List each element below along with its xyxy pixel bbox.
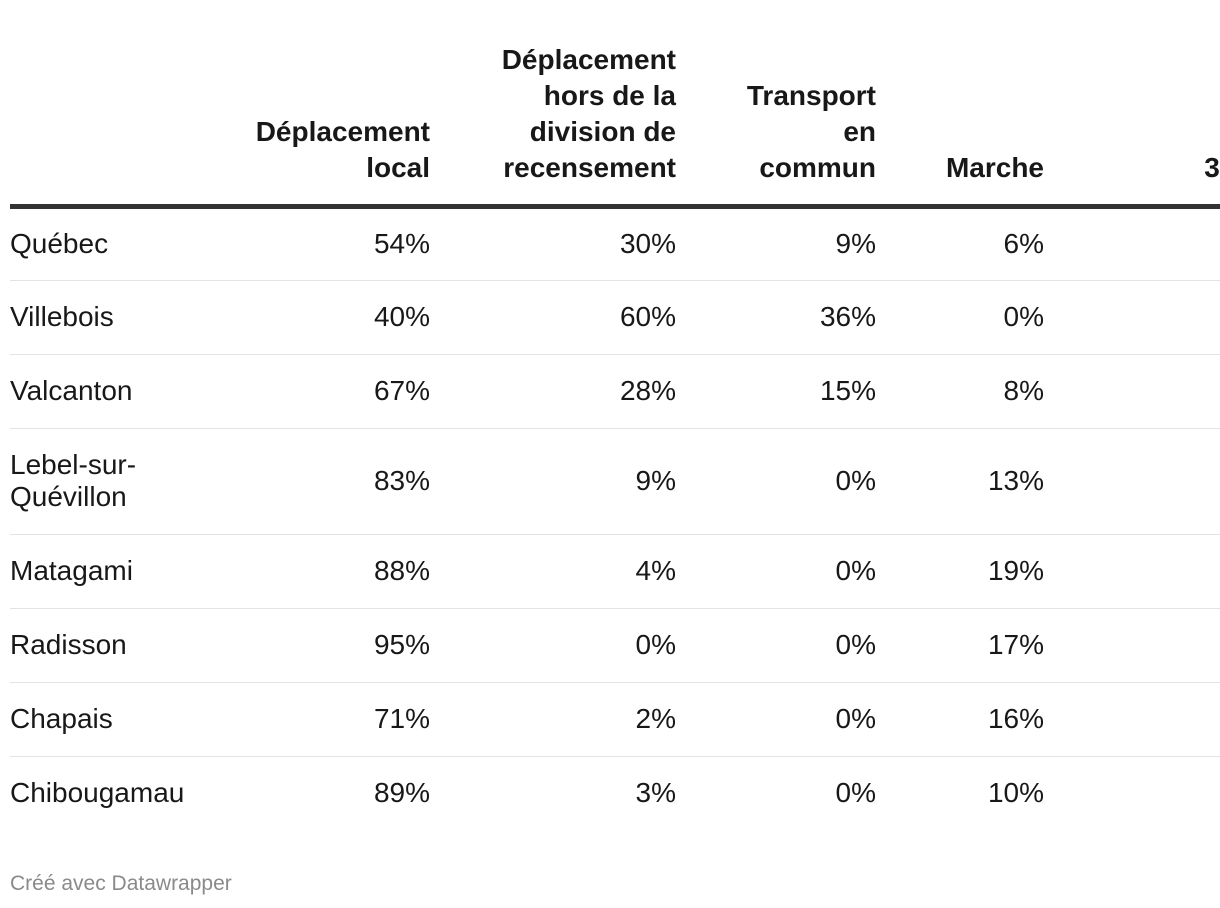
table-cell: 54% (180, 206, 430, 281)
table-cell (1044, 756, 1220, 830)
table-cell: 88% (180, 534, 430, 609)
table-cell (1044, 428, 1220, 535)
column-header-line: 30 minu (1204, 151, 1220, 183)
table-cell: 2% (430, 682, 676, 757)
column-header-hors-division: Déplacement hors de la division de recensem… (430, 0, 676, 209)
row-label-line: Quévillon (10, 481, 127, 512)
table-cell: 19% (876, 534, 1044, 609)
column-header-line: Marche (945, 151, 1044, 183)
row-label-line: Chibougamau (10, 777, 185, 809)
table-cell: 3% (635, 777, 676, 809)
table-cell (1044, 608, 1220, 683)
row-label: Chibougamau (10, 756, 185, 830)
footer-credit[interactable]: Créé avec Datawrapper (10, 872, 232, 895)
table-cell: 0% (676, 428, 876, 535)
row-label-line: Villebois (10, 301, 114, 332)
column-header-local: Déplacement local (180, 0, 430, 209)
table-cell: 0% (430, 608, 676, 683)
table-cell (1044, 206, 1220, 281)
table-cell: 95% (180, 608, 430, 683)
table-row: Québec 54% 30% 9% 6% (10, 206, 1220, 281)
table-row: Villebois 40% 60% 36% 0% (10, 280, 1220, 355)
table-cell: 17% (876, 608, 1044, 683)
row-label-line: Chapais (10, 703, 113, 734)
table-row: Matagami 88% 4% 0% 19% (10, 534, 1220, 609)
row-label: Villebois (10, 280, 180, 355)
row-label-line: Lebel-sur- (10, 449, 137, 480)
row-label: Chapais (10, 682, 180, 757)
table-cell: 10% (987, 777, 1044, 809)
column-header-moins-30: Moins30 minu (1044, 0, 1220, 209)
table-cell (1044, 534, 1220, 609)
table-cell: 6% (876, 206, 1044, 281)
table-cell: 28% (430, 354, 676, 429)
row-label: Québec (10, 206, 180, 281)
table-row: Valcanton 67% 28% 15% 8% (10, 354, 1220, 429)
table-cell: 60% (430, 280, 676, 355)
table-cell: 4% (430, 534, 676, 609)
column-header-line: recensement (503, 151, 676, 183)
table-cell: 0% (676, 534, 876, 609)
table-body: Québec 54% 30% 9% 6% Villebois 40% 60% 36% 0% Valc… (10, 206, 1220, 830)
table-cell: 0% (676, 608, 876, 683)
column-header-line: commun (759, 151, 876, 183)
column-header-transport: Transport en commun (676, 0, 876, 209)
table-row: Lebel-sur- Quévillon 83% 9% 0% 13% (10, 428, 1220, 535)
row-label-line: Matagami (10, 555, 133, 586)
table-cell: 15% (676, 354, 876, 429)
table-cell: 13% (876, 428, 1044, 535)
header-row: Déplacement local Déplacement hors de la div… (10, 0, 1220, 209)
table-cell (1044, 682, 1220, 757)
column-header-line: division de (529, 115, 676, 147)
table-cell: 0% (676, 682, 876, 757)
table-cell (1044, 354, 1220, 429)
table-row: Chibougamau 89% 3% 0% 10% (10, 756, 1220, 830)
row-label-line: Québec (10, 228, 109, 259)
column-header-line: en (843, 115, 876, 147)
row-label-line: Radisson (10, 629, 127, 660)
row-label: Lebel-sur- Quévillon (10, 428, 180, 535)
column-header-line: Moins (1044, 114, 1220, 150)
table-cell: 0% (876, 280, 1044, 355)
column-header-line: Déplacement (255, 115, 430, 147)
row-label: Radisson (10, 608, 180, 683)
table-cell: 89% (373, 777, 430, 809)
column-header-marche: Marche (876, 0, 1044, 209)
column-header-name (10, 0, 180, 209)
row-label: Valcanton (10, 354, 180, 429)
table-row: Radisson 95% 0% 0% 17% (10, 608, 1220, 683)
table-cell: 67% (180, 354, 430, 429)
data-table: Déplacement local Déplacement hors de la div… (10, 0, 1220, 830)
table-row: Chapais 71% 2% 0% 16% (10, 682, 1220, 757)
table-cell: 36% (676, 280, 876, 355)
table-container: Déplacement local Déplacement hors de la div… (10, 0, 1220, 830)
row-label: Matagami (10, 534, 180, 609)
table-cell: 71% (180, 682, 430, 757)
table-cell: 40% (180, 280, 430, 355)
table-cell: 0% (835, 777, 876, 809)
column-header-line: hors de la (543, 79, 676, 111)
column-header-line: Déplacement (501, 43, 676, 75)
table-cell: 16% (876, 682, 1044, 757)
table-cell: 9% (676, 206, 876, 281)
column-header-line: Transport (746, 79, 876, 111)
table-cell: 83% (180, 428, 430, 535)
table-cell: 30% (430, 206, 676, 281)
table-cell (1044, 280, 1220, 355)
table-cell: 9% (430, 428, 676, 535)
column-header-line: local (366, 151, 430, 183)
table-cell: 8% (876, 354, 1044, 429)
row-label-line: Valcanton (10, 375, 133, 406)
